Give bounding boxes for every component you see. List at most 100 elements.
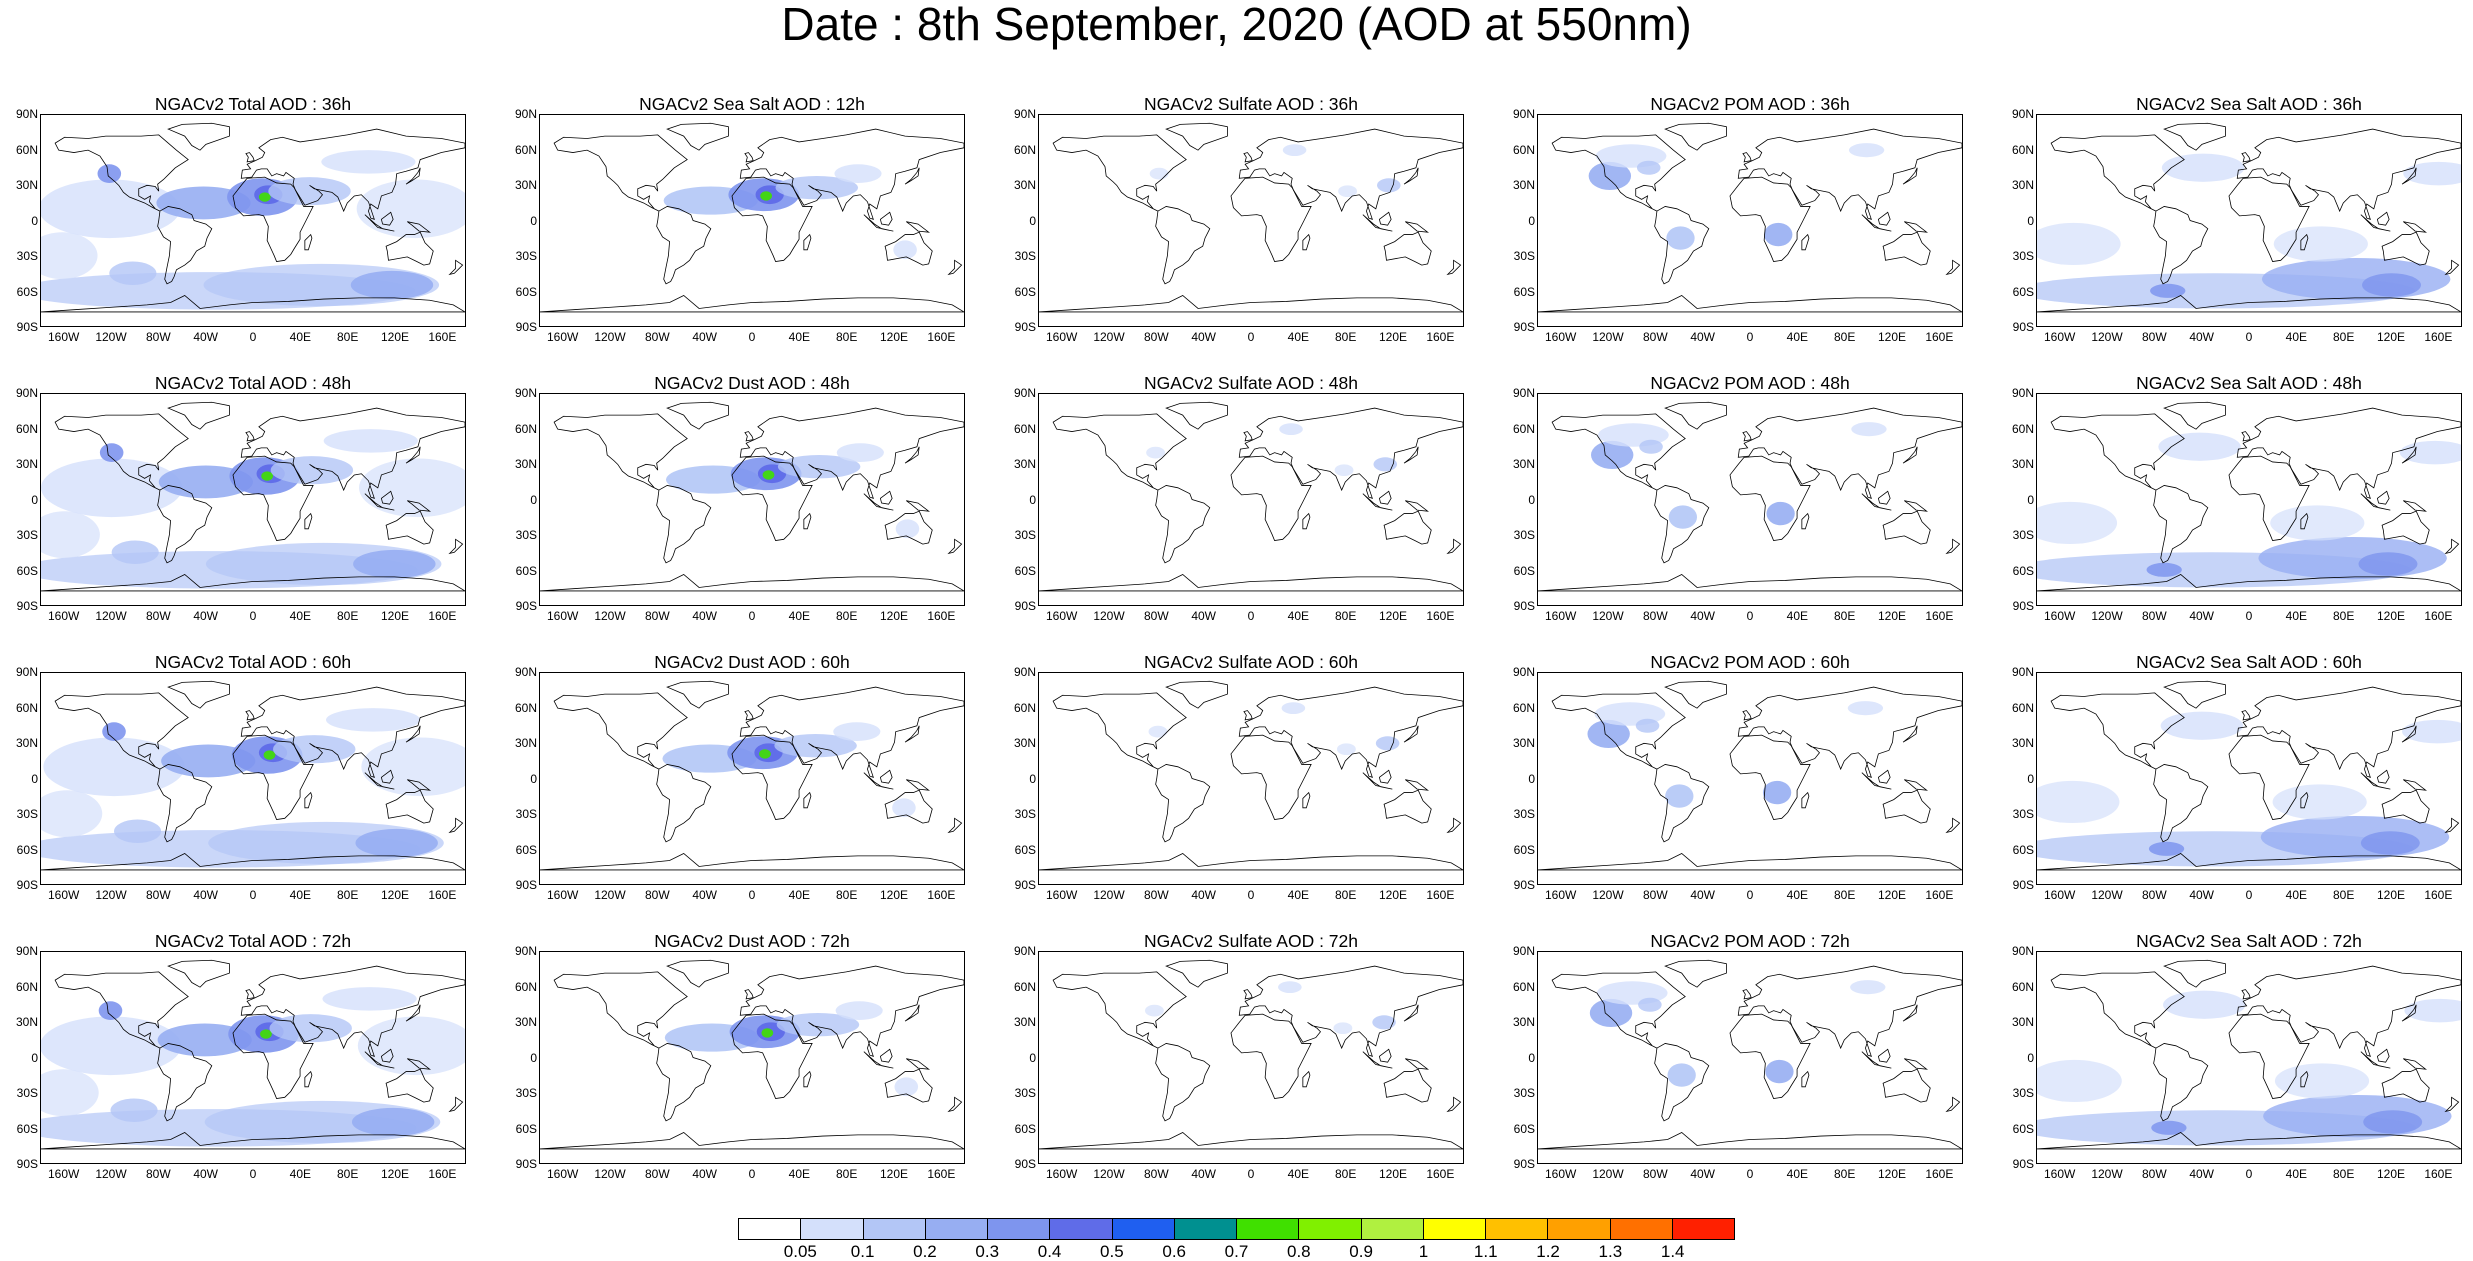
map-canvas xyxy=(1538,680,1962,871)
colorbar-swatch xyxy=(1610,1219,1673,1239)
latitude-tick-label: 30S xyxy=(1014,249,1036,263)
longitude-tick-label: 40E xyxy=(2285,1167,2308,1181)
coastline-africa xyxy=(232,455,314,541)
coastline-australia xyxy=(1383,231,1432,266)
coastline-indonesia xyxy=(863,493,894,511)
coastline-borneo xyxy=(1378,490,1392,505)
aerosol-region xyxy=(1589,998,1633,1028)
latitude-tick-label: 60N xyxy=(15,700,38,715)
longitude-tick-label: 80W xyxy=(145,1167,171,1181)
world-map xyxy=(2036,672,2462,885)
latitude-tick-label: 60S xyxy=(1014,1121,1036,1136)
latitude-tick-label: 90S xyxy=(515,878,537,892)
longitude-tick-label: 160W xyxy=(2043,330,2076,344)
latitude-tick-label: 60N xyxy=(514,700,537,715)
latitude-axis: 90N 60N 30N 0 30S 60S 90S xyxy=(998,387,1036,612)
coastline-antarctica xyxy=(2037,853,2461,871)
latitude-axis: 90N 60N 30N 0 30S 60S 90S xyxy=(1497,666,1535,891)
coastline-antarctica xyxy=(1538,295,1962,313)
coastline-newguinea xyxy=(407,1058,432,1070)
aerosol-region xyxy=(2404,998,2461,1023)
world-map xyxy=(2036,114,2462,327)
map-canvas xyxy=(1538,401,1962,592)
world-map xyxy=(1537,951,1963,1164)
latitude-tick-label: 90S xyxy=(1014,599,1036,613)
coastline-greenland xyxy=(666,122,729,151)
latitude-tick-label: 30S xyxy=(1513,1086,1535,1100)
colorbar-swatch xyxy=(1050,1219,1113,1239)
latitude-tick-label: 0 xyxy=(530,213,537,228)
coastline-antarctica xyxy=(41,853,465,871)
aerosol-region xyxy=(273,735,356,764)
longitude-tick-label: 120W xyxy=(95,888,127,902)
coastline-samerica xyxy=(1654,485,1710,564)
longitude-tick-label: 120W xyxy=(2091,888,2123,902)
latitude-axis: 90N 60N 30N 0 30S 60S 90S xyxy=(1497,945,1535,1170)
latitude-tick-label: 0 xyxy=(1528,771,1535,786)
longitude-tick-label: 0 xyxy=(2245,888,2253,902)
coastline-africa xyxy=(232,176,314,262)
latitude-tick-label: 90S xyxy=(515,599,537,613)
coastline-borneo xyxy=(879,490,893,505)
aerosol-region xyxy=(326,708,421,732)
latitude-tick-label: 30S xyxy=(1014,807,1036,821)
colorbar-tick-label: 0.3 xyxy=(975,1242,1000,1261)
longitude-tick-label: 120E xyxy=(2376,330,2406,344)
panel-title: NGACv2 POM AOD : 72h xyxy=(1650,931,1850,951)
longitude-tick-label: 160W xyxy=(2043,888,2076,902)
longitude-tick-label: 120W xyxy=(2091,609,2123,623)
coastline-indonesia xyxy=(863,214,894,232)
map-panel: NGACv2 POM AOD : 48h 90N 60N 30N 0 30S 60S 90S 1… xyxy=(1497,371,1994,629)
coastline-antarctica xyxy=(2037,574,2461,592)
longitude-tick-label: 40W xyxy=(1191,609,1216,623)
longitude-tick-label: 120E xyxy=(380,609,410,623)
coastline-newguinea xyxy=(906,779,931,791)
coastline-madagascar xyxy=(304,1070,313,1088)
aerosol-region xyxy=(41,179,180,239)
longitude-tick-label: 40W xyxy=(193,888,218,902)
coastline-greenland xyxy=(1165,680,1228,709)
latitude-tick-label: 30N xyxy=(1013,1015,1036,1029)
longitude-tick-label: 40W xyxy=(692,888,717,902)
longitude-tick-label: 0 xyxy=(249,1167,257,1181)
longitude-axis: 160W 120W 80W 40W 0 40E 80E 120E 160E xyxy=(1537,330,1963,346)
colorbar-tick-label: 1 xyxy=(1418,1242,1429,1261)
latitude-tick-label: 90S xyxy=(2012,320,2034,334)
map-canvas xyxy=(2037,680,2461,871)
coastline-australia xyxy=(884,231,933,266)
latitude-tick-label: 30S xyxy=(1513,528,1535,542)
aerosol-region xyxy=(2037,780,2120,824)
aerosol-region xyxy=(1282,144,1307,157)
latitude-tick-label: 90N xyxy=(514,386,537,400)
coastline-borneo xyxy=(380,211,394,226)
panel-title: NGACv2 Sulfate AOD : 48h xyxy=(1144,373,1358,393)
coastline-antarctica xyxy=(1538,574,1962,592)
map-panel: NGACv2 Sulfate AOD : 72h 90N 60N 30N 0 30S 60S… xyxy=(998,929,1495,1187)
coastline-samerica xyxy=(1155,764,1211,843)
coastline-uk xyxy=(1243,431,1253,442)
longitude-tick-label: 40E xyxy=(289,609,312,623)
longitude-tick-label: 40W xyxy=(1191,888,1216,902)
coastline-namerica xyxy=(553,413,688,491)
longitude-tick-label: 160W xyxy=(47,1167,80,1181)
aerosol-region xyxy=(1636,160,1661,175)
aerosol-region xyxy=(323,429,418,453)
longitude-tick-label: 80E xyxy=(1334,609,1357,623)
coastline-eurasia xyxy=(1238,407,1463,499)
aerosol-region xyxy=(2150,283,2186,298)
latitude-tick-label: 0 xyxy=(1528,213,1535,228)
coastline-namerica xyxy=(54,971,189,1049)
latitude-tick-label: 30S xyxy=(16,249,38,263)
longitude-axis: 160W 120W 80W 40W 0 40E 80E 120E 160E xyxy=(2036,609,2462,625)
latitude-tick-label: 60S xyxy=(515,842,537,857)
coastline-newguinea xyxy=(1904,221,1929,233)
coastline-uk xyxy=(245,989,255,1000)
coastline-australia xyxy=(1882,510,1931,545)
coastline-africa xyxy=(2228,176,2310,262)
latitude-tick-label: 60N xyxy=(1013,700,1036,715)
longitude-tick-label: 160W xyxy=(1544,609,1577,623)
latitude-tick-label: 60S xyxy=(2012,563,2034,578)
map-panel: NGACv2 Sulfate AOD : 36h 90N 60N 30N 0 30S 60S… xyxy=(998,92,1495,350)
longitude-tick-label: 40E xyxy=(2285,609,2308,623)
longitude-tick-label: 80E xyxy=(1833,609,1856,623)
